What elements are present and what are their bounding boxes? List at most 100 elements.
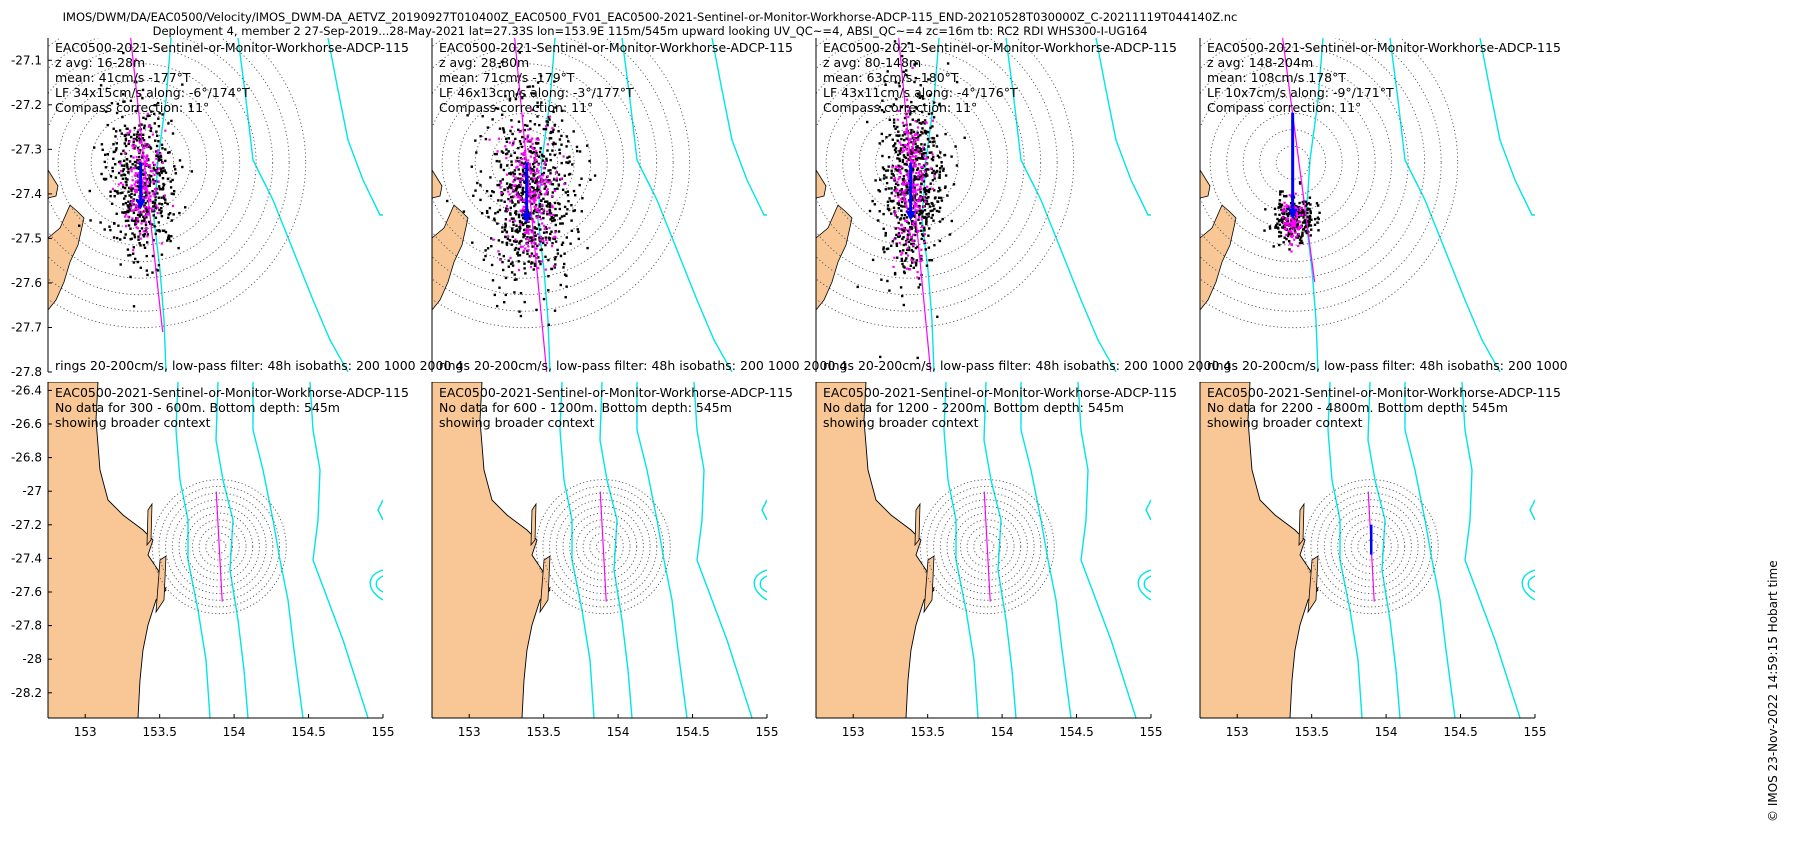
- y-tick-label: -26.4: [11, 383, 42, 397]
- scatter-point: [537, 223, 541, 226]
- scatter-point: [146, 184, 149, 188]
- lowpass-point: [153, 173, 156, 176]
- y-tick-label: -27.6: [11, 276, 42, 290]
- scatter-point: [113, 222, 116, 225]
- scatter-point: [519, 181, 522, 184]
- speed-ring: [90, 112, 191, 213]
- scatter-point: [1280, 203, 1284, 206]
- land-mass: [1200, 169, 1211, 199]
- scatter-point: [488, 206, 492, 210]
- lowpass-point: [538, 181, 541, 184]
- scatter-point: [509, 206, 512, 209]
- scatter-point: [526, 252, 529, 256]
- scatter-point: [553, 80, 556, 83]
- scatter-point: [524, 161, 528, 164]
- lowpass-point: [897, 109, 900, 112]
- lowpass-point: [145, 213, 148, 216]
- lowpass-point: [521, 211, 524, 214]
- scatter-point: [901, 167, 904, 170]
- scatter-point: [917, 118, 920, 122]
- scatter-point: [578, 150, 582, 153]
- lowpass-point: [918, 216, 921, 219]
- lowpass-point: [906, 181, 909, 185]
- scatter-point: [138, 124, 141, 127]
- lowpass-point: [897, 166, 900, 169]
- scatter-point: [168, 151, 171, 154]
- scatter-point: [906, 192, 909, 195]
- scatter-point: [928, 140, 932, 143]
- lowpass-point: [914, 120, 917, 123]
- scatter-point: [1300, 236, 1303, 239]
- lowpass-point: [146, 112, 149, 115]
- scatter-point: [920, 143, 923, 146]
- speed-ring: [1330, 505, 1412, 588]
- lowpass-point: [148, 198, 151, 201]
- scatter-point: [132, 219, 136, 223]
- lowpass-point: [161, 161, 164, 164]
- scatter-point: [120, 174, 123, 177]
- lowpass-point: [1286, 205, 1289, 208]
- scatter-point: [492, 190, 495, 194]
- scatter-point: [500, 199, 503, 202]
- lowpass-point: [923, 170, 927, 173]
- scatter-point: [130, 196, 133, 199]
- scatter-point: [124, 137, 128, 140]
- lowpass-point: [131, 179, 134, 182]
- scatter-point: [894, 168, 897, 171]
- scatter-point: [927, 246, 931, 249]
- scatter-point: [519, 142, 523, 146]
- scatter-point: [911, 220, 914, 223]
- scatter-point: [515, 228, 519, 232]
- lowpass-point: [530, 170, 533, 173]
- scatter-point: [127, 171, 130, 174]
- speed-ring: [542, 485, 664, 608]
- scatter-point: [523, 262, 526, 265]
- lowpass-point: [520, 152, 523, 155]
- lowpass-point: [519, 183, 523, 186]
- scatter-point: [879, 355, 882, 359]
- scatter-point: [895, 134, 898, 137]
- lowpass-point: [132, 146, 135, 149]
- scatter-point: [166, 151, 170, 154]
- lowpass-point: [136, 227, 139, 230]
- isobath-line: [1527, 575, 1535, 593]
- lowpass-point: [135, 190, 138, 193]
- scatter-point: [510, 184, 514, 187]
- isobath-line: [1095, 38, 1151, 216]
- lowpass-point: [902, 227, 905, 230]
- scatter-point: [153, 192, 156, 196]
- scatter-point: [505, 182, 509, 185]
- scatter-point: [902, 143, 905, 147]
- scatter-point: [149, 129, 152, 133]
- scatter-point: [552, 141, 555, 144]
- speed-ring: [1357, 532, 1386, 561]
- scatter-point: [899, 149, 902, 152]
- scatter-point: [544, 236, 547, 239]
- scatter-point: [505, 137, 508, 140]
- scatter-point: [920, 233, 924, 236]
- scatter-point: [502, 168, 506, 172]
- scatter-point: [896, 194, 900, 197]
- lowpass-point: [1284, 224, 1287, 227]
- lowpass-point: [138, 175, 141, 178]
- scatter-point: [940, 161, 943, 164]
- scatter-point: [507, 150, 510, 153]
- lowpass-point: [1300, 226, 1303, 229]
- lowpass-point: [535, 257, 538, 260]
- scatter-point: [913, 162, 916, 165]
- lowpass-point: [534, 196, 537, 199]
- lowpass-point: [548, 213, 551, 216]
- scatter-point: [948, 233, 952, 236]
- scatter-point: [125, 133, 128, 137]
- annotation-line: mean: 71cm/s -179°T: [439, 70, 575, 85]
- scatter-point: [543, 187, 546, 190]
- lowpass-point: [527, 128, 530, 131]
- lowpass-point: [156, 212, 159, 215]
- scatter-point: [911, 250, 915, 253]
- scatter-point: [531, 151, 534, 155]
- scatter-point: [893, 148, 897, 152]
- lowpass-point: [130, 200, 133, 203]
- scatter-point: [522, 191, 525, 194]
- speed-ring: [891, 145, 926, 180]
- scatter-point: [169, 212, 172, 215]
